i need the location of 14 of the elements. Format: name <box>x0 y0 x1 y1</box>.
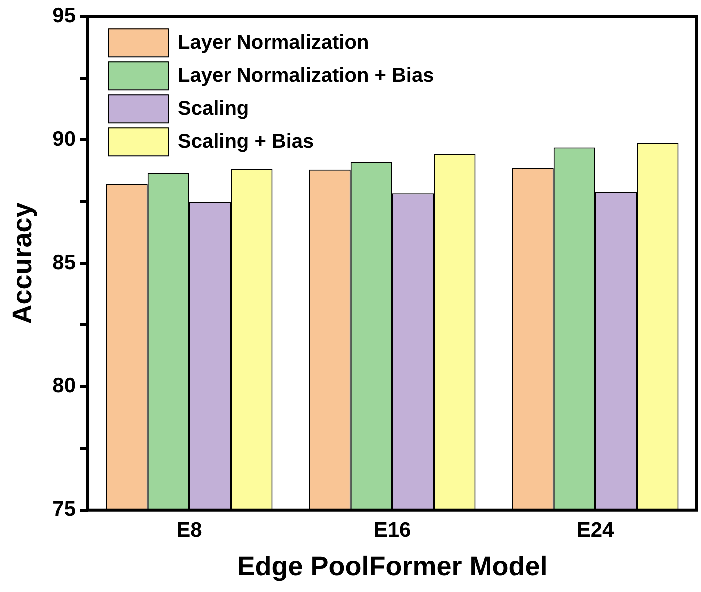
legend-label: Scaling + Bias <box>178 131 314 154</box>
y-tick-label: 90 <box>52 128 76 151</box>
x-tick-label: E16 <box>374 518 412 542</box>
y-tick-label: 75 <box>52 498 76 522</box>
y-axis-title: Accuracy <box>8 202 38 324</box>
y-tick-label: 95 <box>52 4 76 28</box>
y-tick-label: 80 <box>52 374 76 398</box>
y-tick-label: 85 <box>52 251 76 274</box>
x-tick-label: E24 <box>576 518 614 542</box>
x-tick-label: E8 <box>176 518 203 542</box>
legend-label: Scaling <box>178 98 250 120</box>
x-axis-title: Edge PoolFormer Model <box>237 551 548 582</box>
legend-label: Layer Normalization <box>178 32 370 54</box>
legend-label: Layer Normalization + Bias <box>178 65 434 88</box>
